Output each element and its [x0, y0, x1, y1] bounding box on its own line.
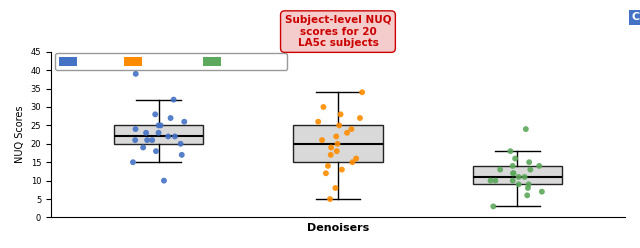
Point — [520, 175, 530, 179]
Point — [351, 156, 361, 160]
Point — [523, 186, 533, 190]
PathPatch shape — [293, 125, 383, 162]
Point — [317, 138, 327, 142]
Point — [342, 131, 352, 135]
Point — [138, 146, 148, 150]
Point — [131, 127, 141, 131]
Point — [330, 186, 340, 190]
Point — [170, 134, 180, 138]
Point — [335, 112, 346, 116]
Point — [326, 146, 336, 150]
Text: C: C — [632, 12, 639, 22]
Legend: Raw, MPPCA, Patch2Self: Raw, MPPCA, Patch2Self — [56, 53, 287, 70]
Point — [150, 112, 161, 116]
Point — [508, 164, 518, 168]
Point — [177, 153, 187, 157]
Point — [332, 142, 342, 146]
Point — [525, 168, 536, 172]
Point — [521, 127, 531, 131]
Point — [326, 153, 336, 157]
Point — [510, 156, 520, 160]
Point — [334, 124, 344, 127]
Point — [147, 138, 157, 142]
Point — [151, 149, 161, 153]
Point — [321, 171, 331, 175]
Point — [357, 90, 367, 94]
Point — [513, 182, 524, 186]
Point — [130, 138, 140, 142]
Point — [142, 138, 152, 142]
Point — [355, 116, 365, 120]
Y-axis label: NUQ Scores: NUQ Scores — [15, 106, 25, 163]
Point — [505, 149, 515, 153]
PathPatch shape — [472, 166, 562, 184]
Point — [537, 190, 547, 194]
Point — [346, 127, 356, 131]
Point — [485, 179, 495, 183]
Point — [154, 131, 164, 135]
Point — [332, 149, 342, 153]
Point — [128, 160, 138, 164]
PathPatch shape — [114, 125, 204, 144]
Point — [325, 197, 335, 201]
Point — [524, 160, 534, 164]
Point — [313, 120, 323, 124]
Point — [522, 193, 532, 197]
Title: Subject-level NUQ
scores for 20
LA5c subjects: Subject-level NUQ scores for 20 LA5c sub… — [285, 15, 391, 48]
Point — [166, 116, 176, 120]
Point — [318, 105, 328, 109]
Point — [348, 160, 358, 164]
Point — [513, 175, 524, 179]
Point — [179, 120, 189, 124]
Point — [323, 164, 333, 168]
Point — [508, 171, 518, 175]
Point — [156, 124, 166, 127]
X-axis label: Denoisers: Denoisers — [307, 223, 369, 233]
Point — [534, 164, 545, 168]
Point — [131, 72, 141, 76]
Point — [490, 179, 500, 183]
Point — [524, 182, 534, 186]
Point — [141, 131, 151, 135]
Point — [508, 179, 518, 183]
Point — [331, 134, 341, 138]
Point — [168, 98, 179, 102]
Point — [175, 142, 186, 146]
Point — [163, 134, 173, 138]
Point — [488, 204, 499, 208]
Point — [154, 124, 164, 127]
Point — [159, 179, 169, 183]
Point — [337, 168, 347, 172]
Point — [508, 171, 518, 175]
Point — [495, 168, 505, 172]
